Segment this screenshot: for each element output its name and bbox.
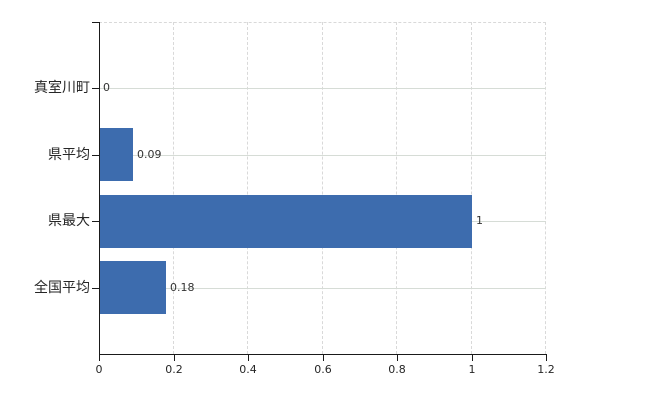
plot-top-border <box>99 22 546 23</box>
y-axis-tick <box>92 288 99 289</box>
x-tick-label: 1 <box>468 363 476 376</box>
gridline-vertical <box>396 22 397 354</box>
gridline-vertical <box>321 22 323 354</box>
x-axis-tick <box>546 355 547 361</box>
gridline-horizontal <box>99 155 546 156</box>
x-tick-label: 1.2 <box>537 363 555 376</box>
value-label: 0.18 <box>170 281 195 294</box>
gridline-vertical <box>545 22 546 354</box>
gridline-vertical <box>172 22 174 354</box>
category-label: 真室川町 <box>34 80 90 96</box>
value-label: 0 <box>103 81 110 94</box>
x-tick-label: 0.4 <box>239 363 257 376</box>
x-axis-tick <box>397 355 398 361</box>
gridline-horizontal <box>99 88 546 89</box>
x-tick-label: 0.8 <box>388 363 406 376</box>
x-tick-label: 0.2 <box>165 363 183 376</box>
x-axis-tick <box>174 355 175 361</box>
y-axis-tick <box>92 221 99 222</box>
bar <box>99 128 133 181</box>
y-axis-tick <box>92 155 99 156</box>
gridline-horizontal <box>99 288 546 289</box>
bar <box>99 195 472 248</box>
x-axis-tick <box>472 355 473 361</box>
x-axis-tick <box>248 355 249 361</box>
value-label: 0.09 <box>137 148 162 161</box>
y-axis-line <box>99 22 100 355</box>
category-label: 全国平均 <box>34 280 90 296</box>
y-axis-tick <box>92 88 99 89</box>
category-label: 県最大 <box>48 213 90 229</box>
gridline-vertical <box>247 22 248 354</box>
x-tick-label: 0.6 <box>314 363 332 376</box>
x-axis-line <box>99 354 547 355</box>
plot-area: 0 0.09 1 0.18 <box>99 22 546 354</box>
value-label: 1 <box>476 214 483 227</box>
gridline-vertical <box>470 22 472 354</box>
x-axis-tick <box>99 355 100 361</box>
bar <box>99 261 166 314</box>
y-axis-end-tick <box>92 22 99 23</box>
category-label: 県平均 <box>48 147 90 163</box>
x-tick-label: 0 <box>95 363 103 376</box>
x-axis-tick <box>323 355 324 361</box>
